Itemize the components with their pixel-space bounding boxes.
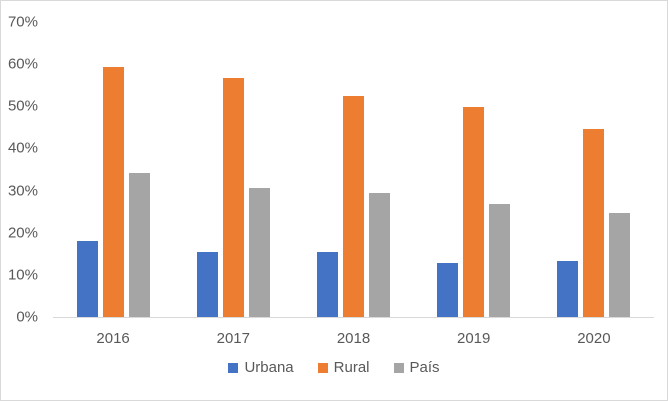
y-axis-tick-label: 40% [7,139,38,157]
y-axis-tick-label: 50% [7,97,38,115]
bar-group-2017 [196,22,270,317]
legend: Urbana Rural País [1,360,667,375]
bar-group-2016 [76,22,150,317]
x-axis-line [53,317,654,318]
bar-rural-2019 [463,107,485,317]
legend-item-rural: Rural [317,359,370,376]
bar-país-2020 [609,212,631,317]
bar-urbana-2016 [76,241,98,317]
legend-item-país: País [393,359,440,376]
bar-urbana-2017 [196,252,218,317]
bar-group-2020 [557,22,631,317]
bar-urbana-2020 [557,260,579,317]
bar-país-2019 [489,203,511,317]
legend-label: País [409,359,440,376]
y-axis-tick-label: 10% [7,266,38,284]
bar-país-2017 [248,187,270,317]
legend-label: Rural [333,359,370,376]
bar-país-2016 [128,172,150,317]
bar-rural-2016 [102,66,124,317]
y-axis-tick-label: 30% [7,182,38,200]
bar-rural-2020 [583,129,605,317]
legend-swatch-icon [393,362,404,373]
y-axis-tick-label: 70% [7,13,38,31]
x-axis-label-2016: 2016 [96,330,130,347]
bar-urbana-2018 [317,252,338,317]
y-axis-tick-label: 20% [7,224,38,242]
x-axis-label-2017: 2017 [216,330,250,347]
y-axis-tick-label: 0% [16,308,38,326]
legend-swatch-icon [317,362,328,373]
bar-urbana-2019 [437,262,459,317]
legend-swatch-icon [228,362,239,373]
x-axis-label-2018: 2018 [336,330,371,347]
legend-label: Urbana [244,359,294,376]
bar-rural-2017 [222,78,244,317]
bar-group-2018 [317,22,390,317]
bar-país-2018 [369,193,390,317]
legend-item-urbana: Urbana [228,359,294,376]
x-axis-label-2020: 2020 [577,330,611,347]
bar-rural-2018 [343,96,364,317]
bar-group-2019 [437,22,511,317]
x-axis-label-2019: 2019 [457,330,491,347]
y-axis-tick-label: 60% [7,55,38,73]
